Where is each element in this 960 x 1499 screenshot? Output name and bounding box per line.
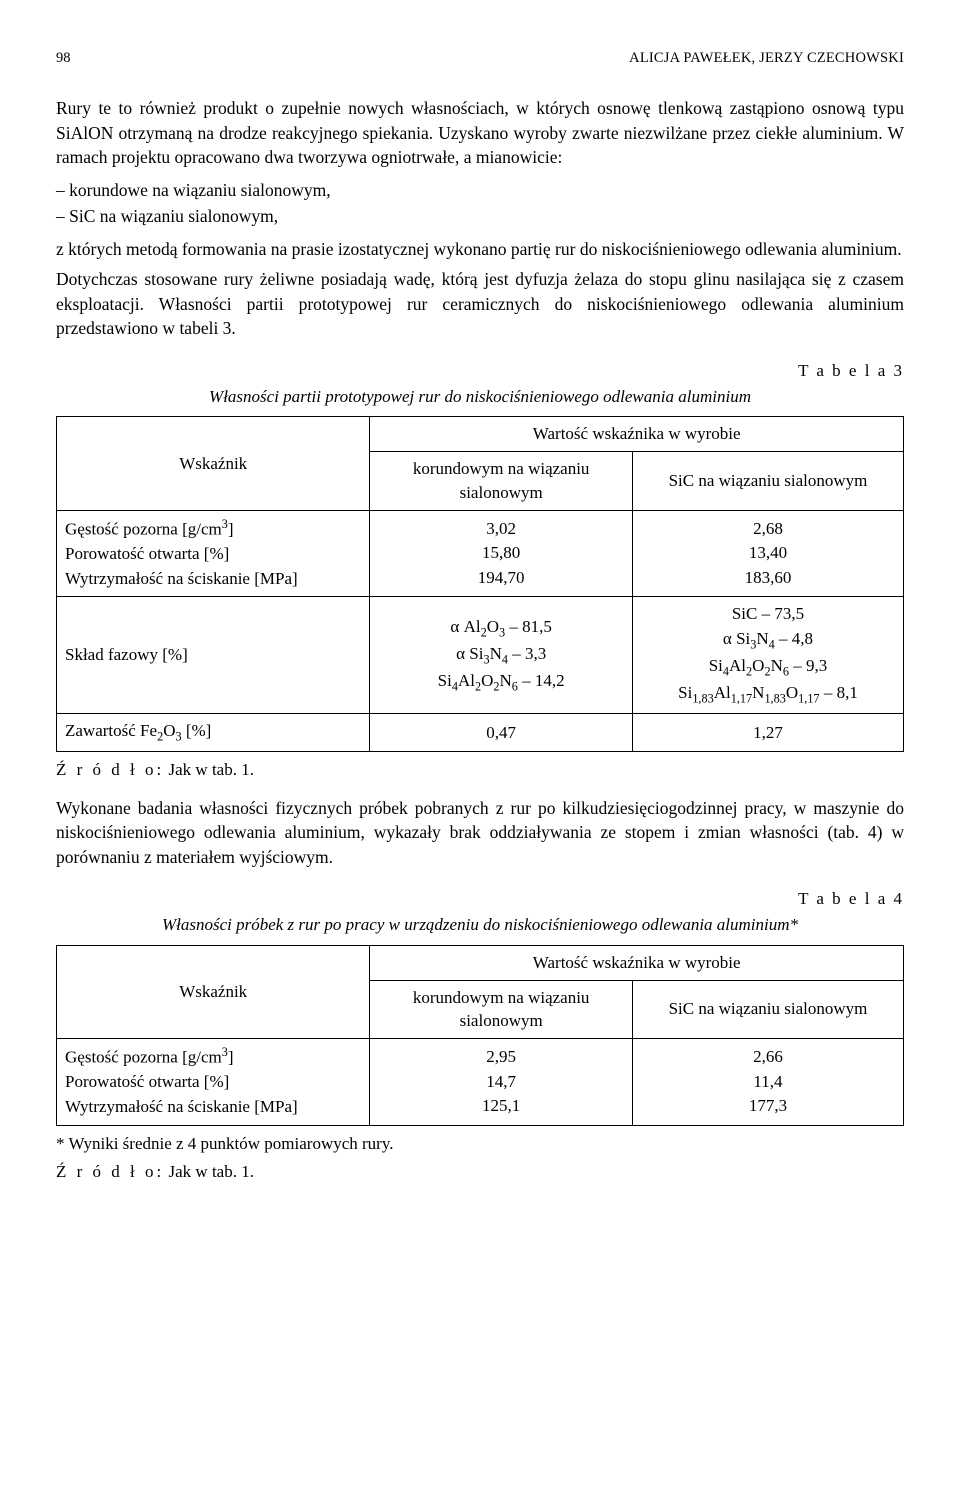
s16: 1,17 (731, 692, 752, 706)
t4-pk: 14,7 (486, 1072, 516, 1091)
d2: α Si (723, 629, 750, 648)
sup-3: 3 (222, 517, 228, 531)
t4-head-korund: korundowym na wiązaniu sialonowym (370, 980, 633, 1039)
t3-ps: 13,40 (749, 543, 787, 562)
fe-b: [%] (182, 721, 212, 740)
s17: 1,83 (764, 692, 785, 706)
t4-ws: 177,3 (749, 1096, 787, 1115)
running-header: 98 ALICJA PAWEŁEK, JERZY CZECHOWSKI (56, 48, 904, 68)
t4-lp: Porowatość otwarta [%] (65, 1072, 229, 1091)
t4-gk: 2,95 (486, 1047, 516, 1066)
c3a: Si (438, 671, 452, 690)
s19: 2 (157, 730, 163, 744)
src-text-2: Jak w tab. 1. (164, 1162, 254, 1181)
c2b: – 3,3 (508, 644, 546, 663)
s9: 3 (750, 637, 756, 651)
d3e: – 9,3 (789, 656, 827, 675)
table3-title: Własności partii prototypowej rur do nis… (56, 385, 904, 409)
src-prefix-2: Ź r ó d ł o: (56, 1162, 164, 1181)
d4a: Si (678, 683, 692, 702)
t3-gk: 3,02 (486, 519, 516, 538)
t3-r1-label: Gęstość pozorna [g/cm3] Porowatość otwar… (57, 510, 370, 597)
t3-sklad-sic: SiC – 73,5 α Si3N4 – 4,8 Si4Al2O2N6 – 9,… (632, 597, 903, 714)
t4-r1-sic: 2,66 11,4 177,3 (632, 1039, 903, 1126)
table3-caption: T a b e l a 3 (56, 359, 904, 383)
t4-r1-korund: 2,95 14,7 125,1 (370, 1039, 633, 1126)
sup3b: 3 (222, 1045, 228, 1059)
fe-a: Zawartość Fe (65, 721, 157, 740)
paragraph-4: Wykonane badania własności fizycznych pr… (56, 796, 904, 870)
t3-fe-k: 0,47 (370, 714, 633, 752)
t3-gs: 2,68 (753, 519, 783, 538)
c1b: – 81,5 (505, 617, 552, 636)
d4b: Al (714, 683, 731, 702)
c1: α Al (450, 617, 480, 636)
table4-footnote: * Wyniki średnie z 4 punktów pomiarowych… (56, 1132, 904, 1156)
dash-list: – korundowe na wiązaniu sialonowym, – Si… (56, 178, 904, 229)
c2: α Si (456, 644, 483, 663)
t4-gs: 2,66 (753, 1047, 783, 1066)
src-text-1: Jak w tab. 1. (164, 760, 254, 779)
t4-head-indicator: Wskaźnik (57, 945, 370, 1038)
s15: 1,83 (692, 692, 713, 706)
d2b: – 4,8 (775, 629, 813, 648)
t4-ps: 11,4 (753, 1072, 782, 1091)
t3-label-wytrz: Wytrzymałość na ściskanie [MPa] (65, 569, 298, 588)
t4-lw: Wytrzymałość na ściskanie [MPa] (65, 1097, 298, 1116)
c3e: – 14,2 (518, 671, 565, 690)
t3-wk: 194,70 (478, 568, 525, 587)
d4d: O (786, 683, 798, 702)
t4-r1-label: Gęstość pozorna [g/cm3] Porowatość otwar… (57, 1039, 370, 1126)
table3-source: Ź r ó d ł o: Jak w tab. 1. (56, 758, 904, 782)
t3-fe-label: Zawartość Fe2O3 [%] (57, 714, 370, 752)
d3b: Al (729, 656, 746, 675)
table4-source: Ź r ó d ł o: Jak w tab. 1. (56, 1160, 904, 1184)
t3-pk: 15,80 (482, 543, 520, 562)
t3-sklad-korund: α Al2O3 – 81,5 α Si3N4 – 3,3 Si4Al2O2N6 … (370, 597, 633, 714)
d4c: N (752, 683, 764, 702)
t3-head-indicator: Wskaźnik (57, 417, 370, 510)
t3-head-sic: SiC na wiązaniu sialonowym (632, 452, 903, 511)
d4e: – 8,1 (820, 683, 858, 702)
d3c: O (752, 656, 764, 675)
c3c: O (481, 671, 493, 690)
t3-fe-s: 1,27 (632, 714, 903, 752)
d1: SiC – 73,5 (732, 604, 804, 623)
t4-head-sic: SiC na wiązaniu sialonowym (632, 980, 903, 1039)
paragraph-2: z których metodą formowania na prasie iz… (56, 237, 904, 262)
t3-head-value: Wartość wskaźnika w wyrobie (370, 417, 904, 452)
header-authors: ALICJA PAWEŁEK, JERZY CZECHOWSKI (629, 48, 904, 68)
paragraph-3: Dotychczas stosowane rury żeliwne posiad… (56, 267, 904, 341)
t3-r1-korund: 3,02 15,80 194,70 (370, 510, 633, 597)
t3-ws: 183,60 (745, 568, 792, 587)
t3-label-por: Porowatość otwarta [%] (65, 544, 229, 563)
c3b: Al (458, 671, 475, 690)
t3-sklad-label: Skład fazowy [%] (57, 597, 370, 714)
s3: 3 (483, 652, 489, 666)
table4-title: Własności próbek z rur po pracy w urządz… (56, 913, 904, 937)
t4-lg: Gęstość pozorna [g/cm (65, 1048, 222, 1067)
table4-caption: T a b e l a 4 (56, 887, 904, 911)
paragraph-1: Rury te to również produkt o zupełnie no… (56, 96, 904, 170)
c3d: N (500, 671, 512, 690)
t3-label-gestosc: Gęstość pozorna [g/cm (65, 519, 222, 538)
d3d: N (771, 656, 783, 675)
page-number: 98 (56, 48, 71, 68)
t4-wk: 125,1 (482, 1096, 520, 1115)
d3a: Si (709, 656, 723, 675)
src-prefix-1: Ź r ó d ł o: (56, 760, 164, 779)
dash-item-1: – korundowe na wiązaniu sialonowym, (56, 178, 904, 203)
t4-head-value: Wartość wskaźnika w wyrobie (370, 945, 904, 980)
s18: 1,17 (798, 692, 819, 706)
s1: 2 (481, 625, 487, 639)
t3-r1-sic: 2,68 13,40 183,60 (632, 510, 903, 597)
t3-head-korund: korundowym na wiązaniu sialonowym (370, 452, 633, 511)
table-4: Wskaźnik Wartość wskaźnika w wyrobie kor… (56, 945, 904, 1126)
dash-item-2: – SiC na wiązaniu sialonowym, (56, 204, 904, 229)
table-3: Wskaźnik Wartość wskaźnika w wyrobie kor… (56, 416, 904, 752)
